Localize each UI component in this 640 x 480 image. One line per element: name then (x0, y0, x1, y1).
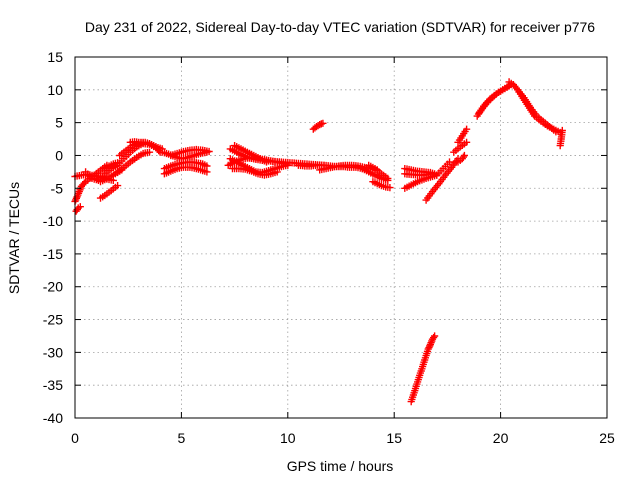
data-point (431, 332, 439, 340)
data-point (552, 128, 560, 136)
data-point (205, 147, 213, 156)
y-tick-label: -25 (43, 312, 63, 328)
data-point (463, 138, 471, 146)
data-layer (71, 78, 566, 406)
plot-frame (74, 56, 608, 419)
y-tick-label: -40 (43, 410, 63, 426)
x-tick-label: 20 (493, 430, 509, 446)
x-tick-label: 25 (599, 430, 615, 446)
x-tick-label: 5 (178, 430, 186, 446)
data-point (282, 160, 290, 168)
data-point (139, 139, 147, 147)
axis-layer: 0 5 10 15 20 25 15 10 5 0 -5 -10 -15 -20 -25 -30 -35 -40 (43, 49, 615, 446)
x-axis-label: GPS time / hours (287, 458, 394, 474)
y-tick-label: -15 (43, 246, 63, 262)
y-tick-label: 10 (47, 82, 63, 98)
x-tick-label: 0 (71, 430, 79, 446)
x-tick-label: 10 (280, 430, 296, 446)
data-point (558, 126, 566, 135)
data-point (74, 189, 83, 197)
data-point (430, 334, 438, 342)
y-tick-label: -30 (43, 344, 63, 360)
data-point (463, 125, 471, 133)
y-tick-label: 0 (55, 147, 63, 163)
data-point (384, 174, 392, 182)
data-point (445, 158, 454, 166)
data-point (319, 119, 327, 127)
grid-layer (75, 57, 607, 418)
chart-title: Day 231 of 2022, Sidereal Day-to-day VTE… (85, 19, 595, 35)
data-point (76, 203, 84, 211)
y-tick-label: 5 (55, 115, 63, 131)
y-axis-label: SDTVAR / TECUs (6, 182, 22, 294)
data-point (114, 182, 122, 190)
data-point (460, 151, 468, 160)
y-tick-label: -5 (51, 180, 64, 196)
data-point (145, 148, 154, 156)
data-point (314, 122, 322, 130)
data-point (386, 184, 394, 192)
data-point (273, 168, 281, 176)
y-tick-label: 15 (47, 49, 63, 65)
y-tick-label: -10 (43, 213, 63, 229)
data-point (459, 153, 467, 161)
x-tick-label: 15 (386, 430, 402, 446)
data-point (203, 168, 211, 176)
y-tick-label: -35 (43, 377, 63, 393)
y-tick-label: -20 (43, 279, 63, 295)
